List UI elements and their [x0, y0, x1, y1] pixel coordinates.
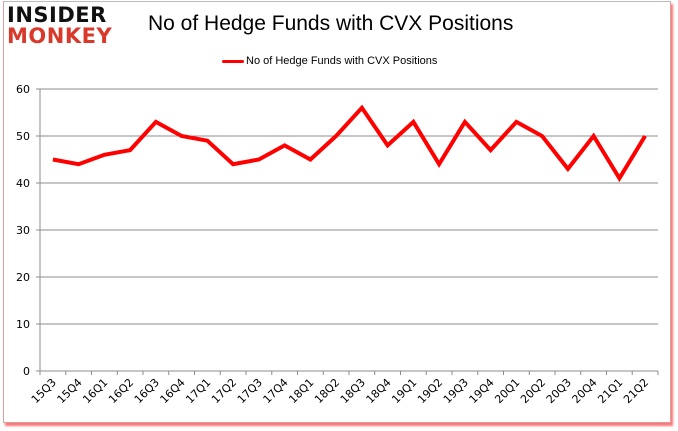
y-tick-label: 10 — [16, 318, 30, 331]
x-tick-label: 17Q3 — [235, 376, 265, 406]
x-tick-label: 19Q3 — [441, 376, 471, 406]
x-tick-label: 19Q4 — [467, 376, 497, 406]
x-tick-label: 21Q1 — [595, 376, 625, 406]
series-line — [52, 104, 647, 183]
x-tick-label: 16Q2 — [106, 376, 136, 406]
x-tick-label: 18Q2 — [312, 376, 342, 406]
x-tick-label: 18Q1 — [286, 376, 316, 406]
x-tick-label: 21Q2 — [621, 376, 651, 406]
chart-frame — [3, 1, 671, 423]
x-tick-label: 19Q2 — [415, 376, 445, 406]
x-tick-label: 17Q1 — [183, 376, 213, 406]
chart-legend: No of Hedge Funds with CVX Positions — [222, 55, 437, 67]
insider-monkey-logo: INSIDER MONKEY — [7, 3, 113, 48]
x-tick-label: 20Q1 — [492, 376, 522, 406]
x-tick-label: 15Q4 — [55, 376, 85, 406]
x-tick-label: 18Q3 — [338, 376, 368, 406]
y-tick-label: 40 — [16, 177, 30, 190]
legend-label: No of Hedge Funds with CVX Positions — [246, 55, 438, 67]
y-tick-label: 0 — [23, 365, 30, 378]
x-tick-label: 20Q3 — [544, 376, 574, 406]
x-tick-label: 20Q4 — [570, 376, 600, 406]
x-tick-label: 18Q4 — [364, 376, 394, 406]
chart-title: No of Hedge Funds with CVX Positions — [148, 12, 514, 35]
x-tick-label: 16Q4 — [158, 376, 188, 406]
x-tick-label: 15Q3 — [29, 376, 59, 406]
y-tick-label: 60 — [16, 83, 30, 96]
x-tick-label: 20Q2 — [518, 376, 548, 406]
y-tick-label: 50 — [16, 130, 30, 143]
x-tick-label: 17Q4 — [261, 376, 291, 406]
x-tick-label: 17Q2 — [209, 376, 239, 406]
logo-line-1: INSIDER — [7, 3, 107, 27]
y-tick-label: 30 — [16, 224, 30, 237]
x-tick-label: 19Q1 — [389, 376, 419, 406]
logo-line-2: MONKEY — [7, 24, 113, 48]
legend-line-icon — [222, 59, 244, 63]
x-tick-label: 16Q3 — [132, 376, 162, 406]
y-tick-label: 20 — [16, 271, 30, 284]
x-tick-label: 16Q1 — [80, 376, 110, 406]
